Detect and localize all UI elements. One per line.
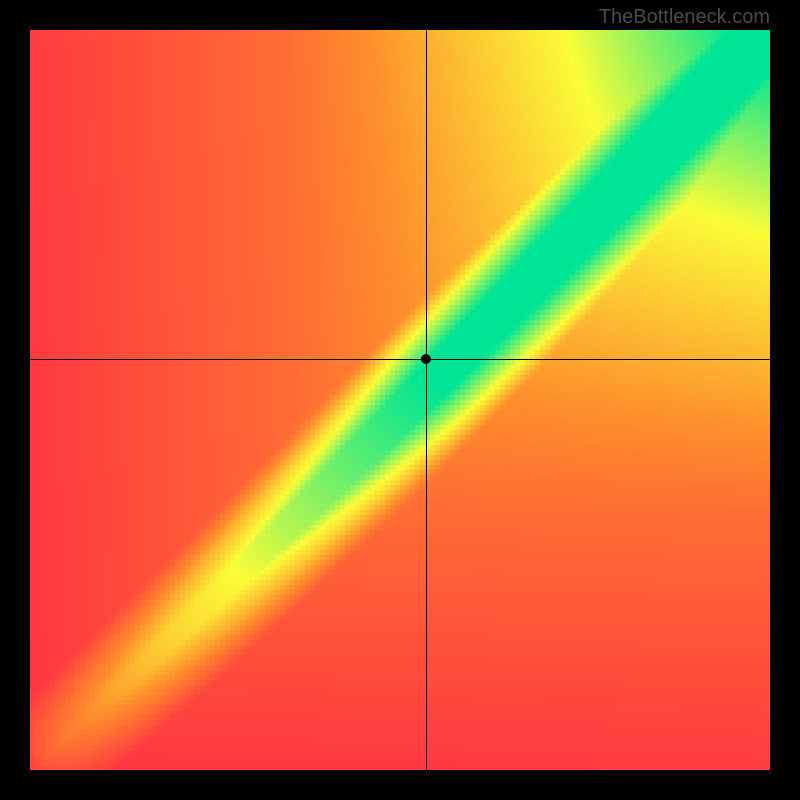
heatmap-canvas xyxy=(30,30,770,770)
crosshair-vertical xyxy=(426,30,427,770)
crosshair-horizontal xyxy=(30,359,770,360)
plot-area xyxy=(30,30,770,770)
crosshair-marker xyxy=(421,354,431,364)
watermark-text: TheBottleneck.com xyxy=(599,6,770,29)
